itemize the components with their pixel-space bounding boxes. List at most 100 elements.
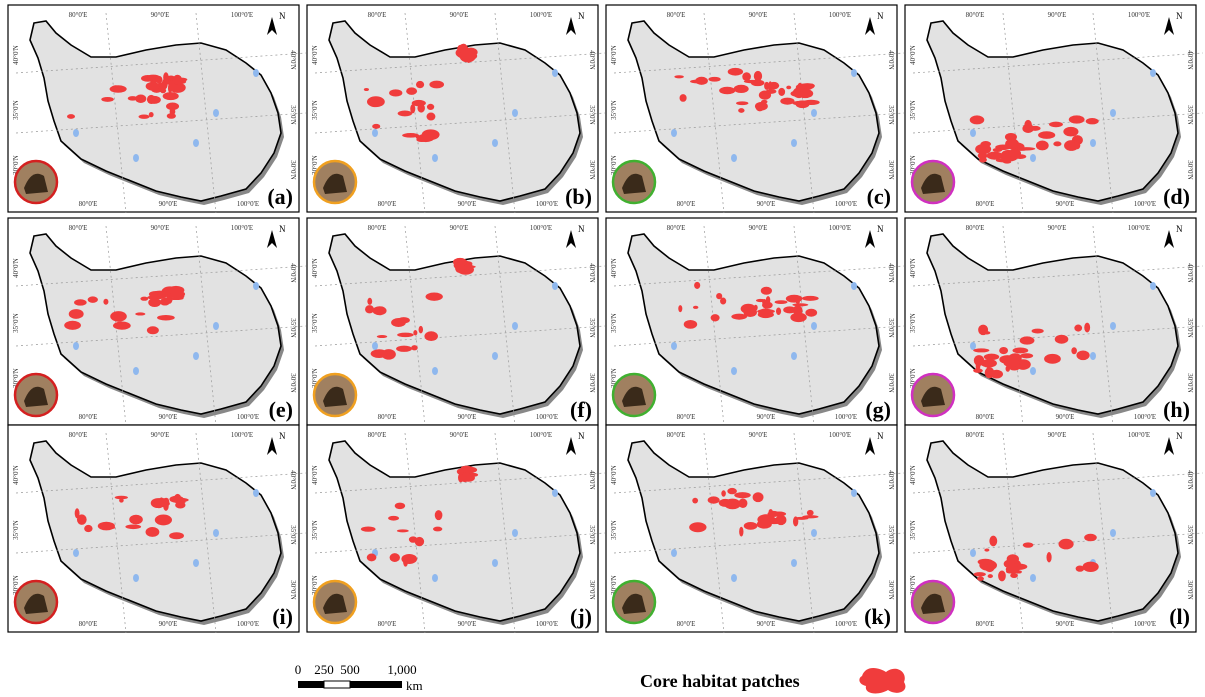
graticule-label: 80°0'E bbox=[79, 200, 98, 208]
habitat-patch bbox=[758, 311, 774, 318]
lake bbox=[372, 342, 378, 350]
lake bbox=[671, 129, 677, 137]
habitat-patch bbox=[786, 86, 791, 90]
habitat-patch bbox=[155, 515, 172, 526]
habitat-patch bbox=[389, 89, 402, 96]
scale-segment bbox=[298, 681, 324, 688]
habitat-patch bbox=[768, 81, 772, 91]
graticule-label: 80°0'E bbox=[677, 620, 696, 628]
habitat-patch bbox=[1055, 335, 1069, 344]
lake bbox=[73, 129, 79, 137]
habitat-patch bbox=[711, 314, 720, 321]
graticule-label: 90°0'E bbox=[458, 620, 477, 628]
habitat-patch bbox=[800, 83, 815, 89]
habitat-patch bbox=[762, 514, 769, 519]
graticule-label: 80°0'E bbox=[667, 11, 686, 19]
north-label: N bbox=[578, 11, 585, 21]
graticule-label: 100°0'E bbox=[829, 11, 851, 19]
graticule-label: 90°0'E bbox=[757, 200, 776, 208]
graticule-label: 90°0'E bbox=[458, 413, 477, 421]
panel-label: (c) bbox=[867, 184, 891, 209]
lake bbox=[1030, 367, 1036, 375]
graticule-label: 40°0'N bbox=[909, 258, 917, 278]
habitat-patch bbox=[373, 306, 387, 315]
habitat-patch bbox=[135, 312, 145, 315]
habitat-patch bbox=[457, 260, 466, 266]
habitat-patch bbox=[1084, 323, 1090, 333]
habitat-patch bbox=[796, 100, 810, 108]
graticule-label: 80°0'E bbox=[69, 224, 88, 232]
graticule-label: 80°0'E bbox=[378, 413, 397, 421]
lake bbox=[970, 342, 976, 350]
habitat-patch bbox=[1044, 354, 1061, 364]
lake bbox=[731, 574, 737, 582]
graticule-label: 35°0'N bbox=[1186, 105, 1194, 125]
lake bbox=[133, 367, 139, 375]
lake bbox=[73, 549, 79, 557]
graticule-label: 35°0'N bbox=[610, 520, 618, 540]
habitat-patch bbox=[154, 500, 164, 508]
graticule-label: 80°0'E bbox=[79, 413, 98, 421]
habitat-patch bbox=[88, 296, 98, 302]
graticule-label: 40°0'N bbox=[909, 465, 917, 485]
lake bbox=[552, 282, 558, 290]
graticule-label: 80°0'E bbox=[368, 224, 387, 232]
habitat-patch bbox=[769, 509, 773, 514]
habitat-patch bbox=[426, 113, 435, 121]
habitat-patch bbox=[111, 85, 120, 91]
lake bbox=[1150, 69, 1156, 77]
scale-label: 0 bbox=[295, 662, 302, 677]
habitat-patch bbox=[1047, 552, 1052, 562]
habitat-patch bbox=[391, 318, 406, 327]
habitat-patch bbox=[138, 115, 149, 119]
north-label: N bbox=[279, 11, 286, 21]
scale-bar: 0 250 500 1,000 km bbox=[295, 662, 423, 693]
habitat-patch bbox=[125, 524, 141, 529]
habitat-patch bbox=[1074, 325, 1082, 332]
habitat-patch bbox=[416, 81, 424, 88]
graticule-label: 100°0'E bbox=[536, 200, 558, 208]
habitat-patch bbox=[403, 557, 408, 567]
lake bbox=[432, 367, 438, 375]
habitat-patch bbox=[975, 144, 991, 154]
habitat-patch bbox=[371, 349, 388, 358]
north-label: N bbox=[1176, 11, 1183, 21]
habitat-patch bbox=[1032, 329, 1044, 334]
habitat-patch bbox=[684, 320, 697, 329]
graticule-label: 40°0'N bbox=[887, 50, 895, 70]
scale-unit: km bbox=[406, 678, 423, 693]
lake bbox=[193, 139, 199, 147]
graticule-label: 35°0'N bbox=[588, 525, 596, 545]
graticule-label: 80°0'E bbox=[966, 224, 985, 232]
habitat-patch bbox=[1038, 131, 1055, 139]
graticule-label: 100°0'E bbox=[536, 413, 558, 421]
graticule-label: 40°0'N bbox=[1186, 50, 1194, 70]
graticule-label: 35°0'N bbox=[610, 100, 618, 120]
habitat-patch bbox=[731, 314, 747, 320]
graticule-label: 35°0'N bbox=[12, 520, 20, 540]
habitat-patch bbox=[75, 508, 80, 518]
habitat-patch bbox=[805, 309, 817, 317]
lake bbox=[1110, 109, 1116, 117]
graticule-label: 90°0'E bbox=[749, 11, 768, 19]
graticule-label: 90°0'E bbox=[1056, 413, 1075, 421]
graticule-label: 40°0'N bbox=[610, 45, 618, 65]
habitat-patch bbox=[397, 333, 414, 337]
graticule-label: 90°0'E bbox=[757, 413, 776, 421]
habitat-patch bbox=[433, 527, 442, 532]
habitat-patch bbox=[1020, 353, 1033, 358]
graticule-label: 40°0'N bbox=[909, 45, 917, 65]
graticule-label: 35°0'N bbox=[311, 520, 319, 540]
graticule-label: 35°0'N bbox=[909, 100, 917, 120]
habitat-patch bbox=[727, 488, 737, 494]
north-label: N bbox=[578, 431, 585, 441]
habitat-patch bbox=[406, 87, 417, 94]
graticule-label: 35°0'N bbox=[610, 313, 618, 333]
graticule-label: 30°0'N bbox=[1186, 580, 1194, 600]
graticule-label: 35°0'N bbox=[887, 318, 895, 338]
habitat-patch bbox=[424, 331, 438, 341]
habitat-patch bbox=[989, 536, 997, 547]
habitat-patch bbox=[738, 108, 744, 113]
habitat-patch bbox=[1005, 138, 1019, 149]
habitat-patch bbox=[708, 496, 720, 503]
